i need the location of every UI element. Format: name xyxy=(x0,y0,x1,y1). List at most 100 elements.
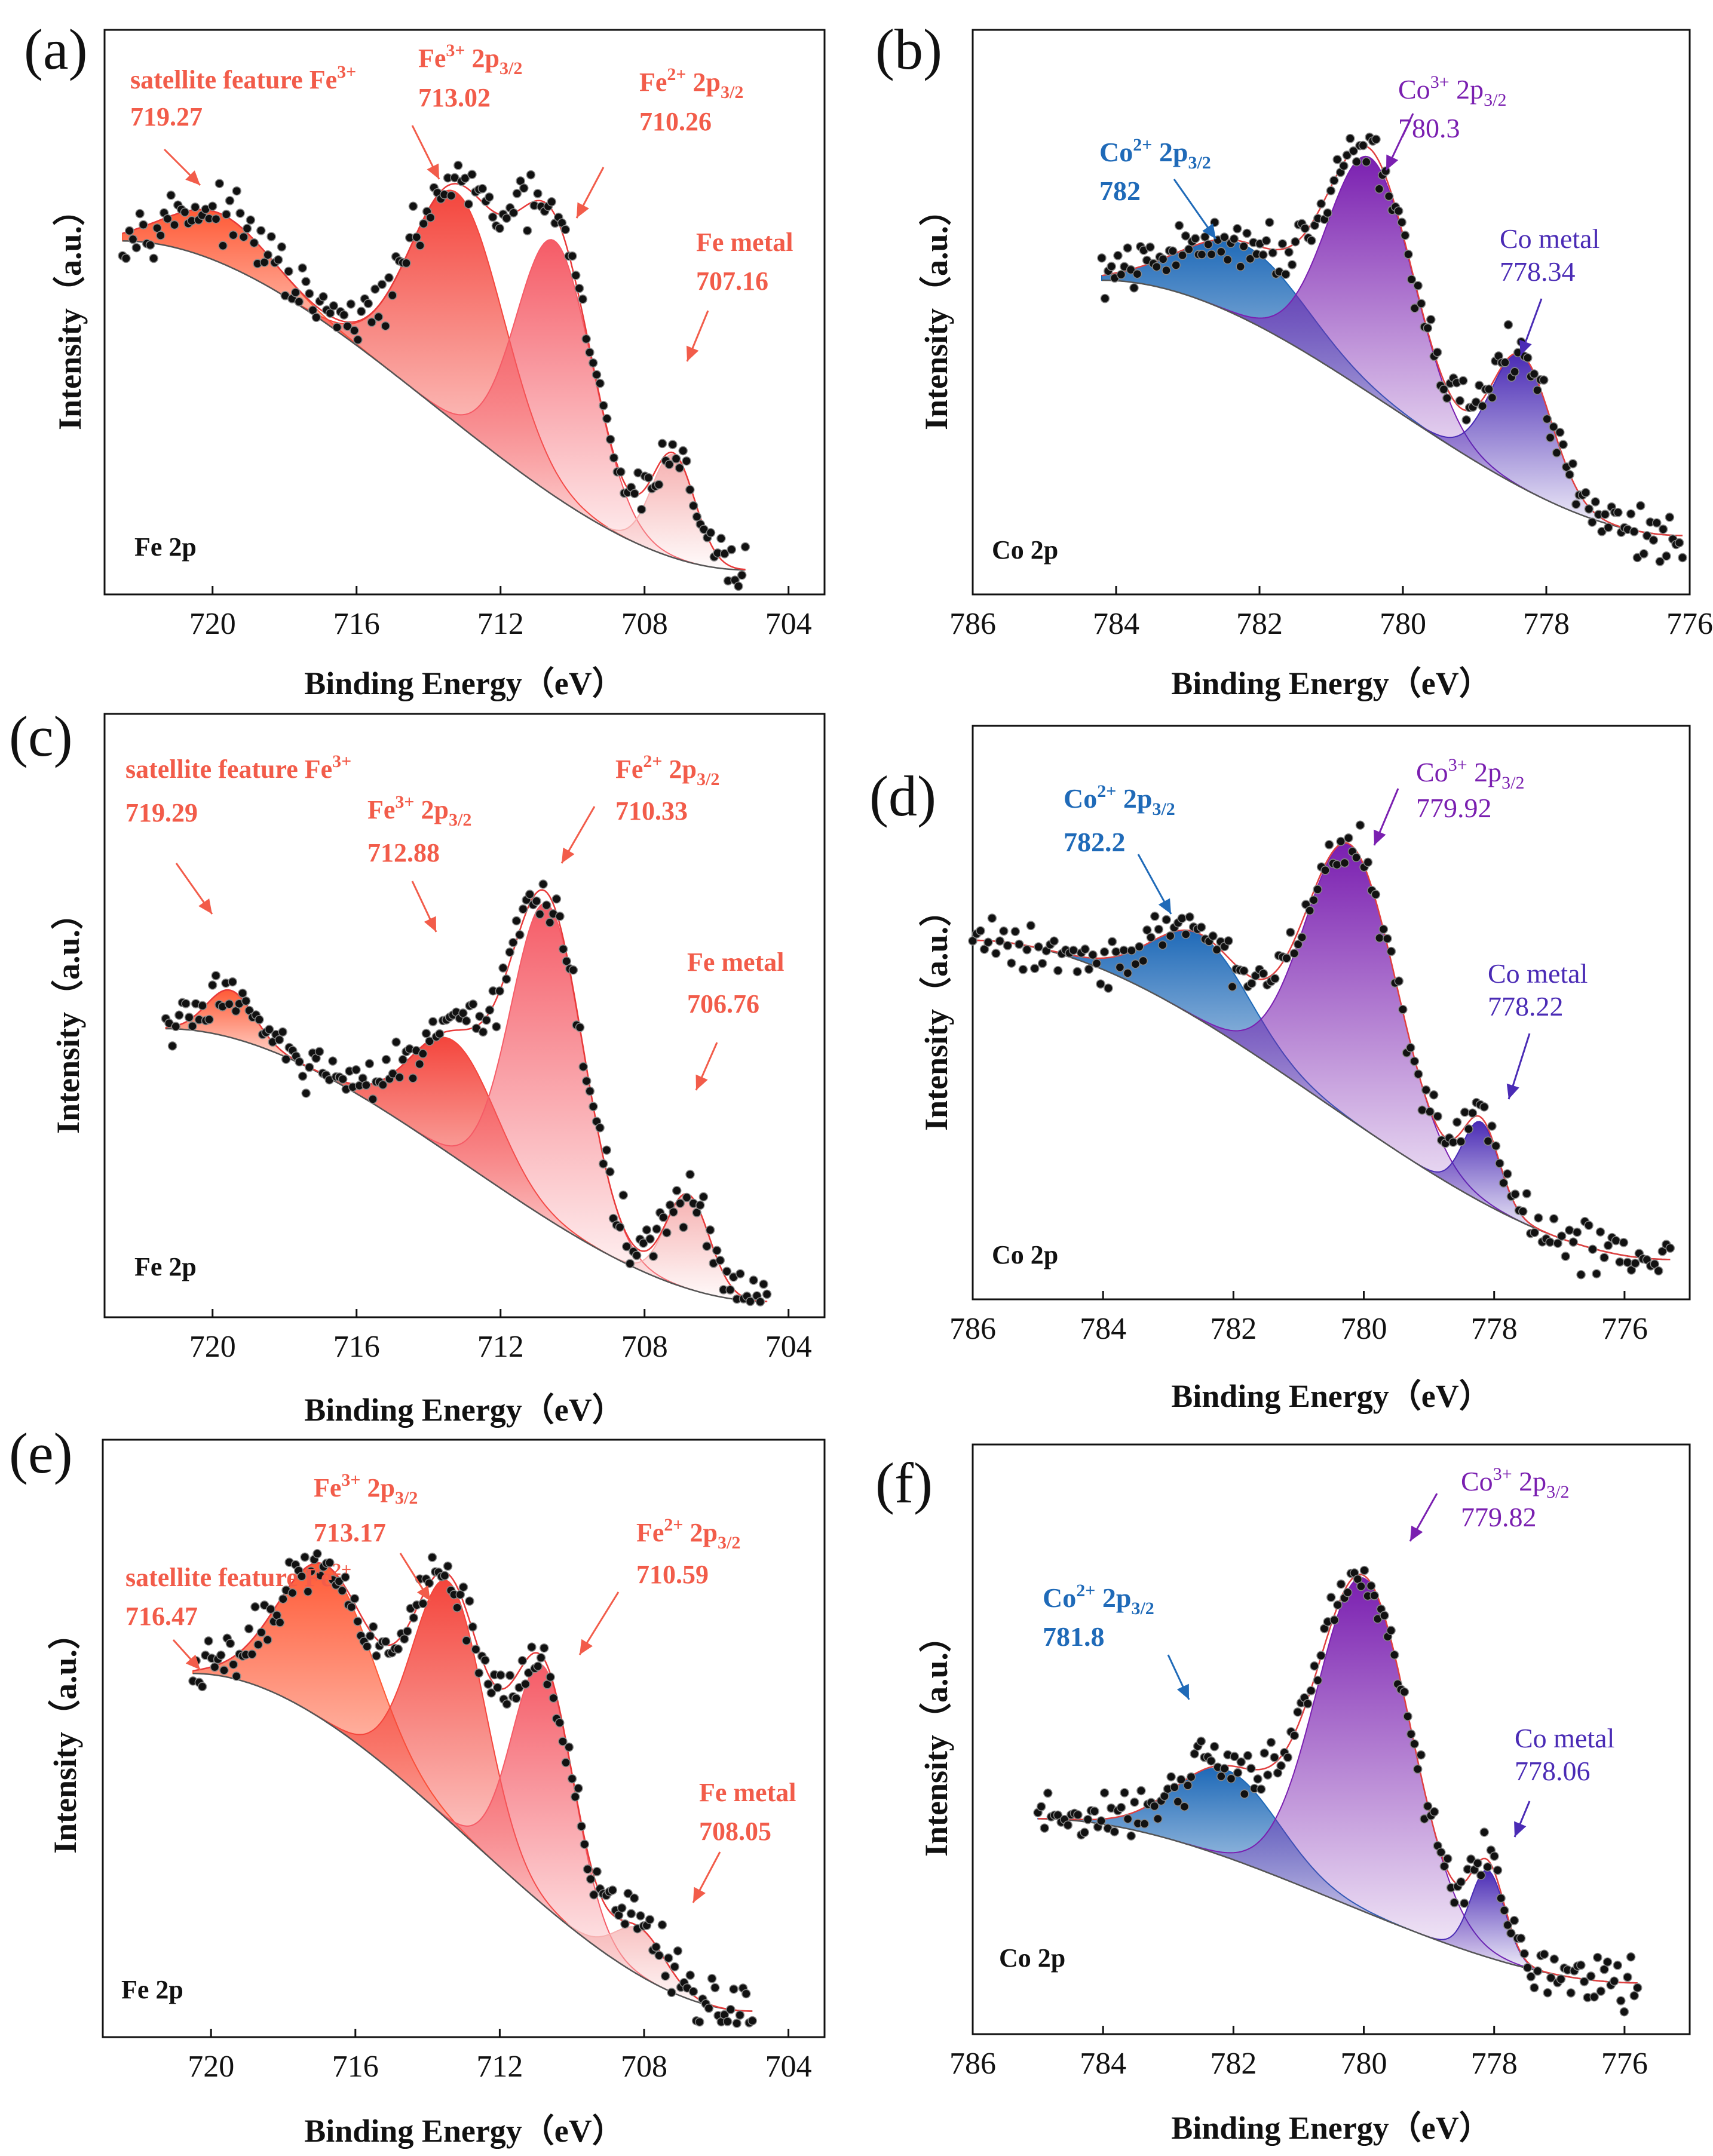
peak-value: 710.33 xyxy=(615,796,688,826)
data-point xyxy=(1219,232,1229,242)
data-point xyxy=(259,257,269,267)
data-point xyxy=(1222,255,1233,265)
core-level-label: Co 2p xyxy=(992,1240,1058,1269)
data-point xyxy=(1196,922,1206,932)
data-point xyxy=(1476,1870,1486,1880)
data-point xyxy=(485,192,494,202)
data-point xyxy=(626,1909,636,1919)
data-point xyxy=(1642,531,1652,541)
peak-value: 778.34 xyxy=(1500,256,1576,287)
data-point xyxy=(1432,347,1442,357)
data-point xyxy=(301,1088,311,1098)
data-point xyxy=(315,1571,325,1580)
data-point xyxy=(515,930,525,940)
data-point xyxy=(1323,208,1332,218)
data-point xyxy=(458,1008,468,1018)
peak-value: 779.92 xyxy=(1416,793,1492,823)
data-point xyxy=(1063,1820,1073,1830)
data-point xyxy=(745,1296,755,1307)
data-point xyxy=(184,1013,194,1022)
data-point xyxy=(729,1984,738,1994)
data-point xyxy=(218,241,228,251)
x-tick-label: 778 xyxy=(1471,2047,1518,2081)
data-point xyxy=(1253,1774,1262,1784)
peak-label: Co3+ 2p3/2 xyxy=(1461,1464,1569,1502)
data-point xyxy=(1216,247,1226,257)
x-axis-title: Binding Energy（eV） xyxy=(304,665,624,701)
plot-frame xyxy=(972,725,1691,1301)
data-point xyxy=(210,1662,220,1672)
data-point xyxy=(630,489,639,498)
data-point xyxy=(216,1650,226,1660)
data-point xyxy=(1581,487,1591,498)
data-point xyxy=(482,1015,491,1025)
peak-value: 710.59 xyxy=(636,1560,709,1589)
data-point xyxy=(427,1553,437,1562)
x-axis-title: Binding Energy（eV） xyxy=(304,1392,624,1428)
data-point xyxy=(725,1285,735,1295)
peak-annotation: Fe metal 706.76 xyxy=(687,947,784,1091)
data-point xyxy=(1623,1258,1632,1267)
peak-label: Co metal xyxy=(1500,223,1599,254)
peak-annotation: satellite feature Fe3+ 719.27 xyxy=(130,62,356,186)
data-point xyxy=(1212,945,1222,955)
data-point xyxy=(574,283,584,293)
peak-annotation: Fe2+ 2p3/2 710.59 xyxy=(578,1515,740,1655)
data-point xyxy=(167,1041,177,1051)
data-point xyxy=(968,936,977,946)
data-point xyxy=(1493,1865,1503,1875)
data-point xyxy=(174,1010,184,1020)
x-tick-label: 786 xyxy=(949,2047,996,2081)
data-point xyxy=(1409,1739,1419,1749)
data-point xyxy=(1316,1651,1326,1661)
data-point xyxy=(652,1224,661,1234)
data-point xyxy=(1185,912,1194,922)
data-point xyxy=(461,1016,471,1026)
data-point xyxy=(658,1213,669,1222)
data-point xyxy=(1190,234,1200,244)
data-point xyxy=(239,232,249,242)
data-point xyxy=(685,1970,695,1980)
data-point xyxy=(1230,1752,1239,1762)
arrow-head-icon xyxy=(562,847,575,863)
data-point xyxy=(519,183,529,193)
data-point xyxy=(736,1269,745,1278)
data-point xyxy=(508,937,518,947)
data-point xyxy=(249,238,259,248)
arrow-head-icon xyxy=(577,202,589,218)
data-point xyxy=(706,528,716,538)
x-tick-label: 712 xyxy=(476,2050,523,2084)
data-point xyxy=(722,1266,732,1276)
data-point xyxy=(578,1062,588,1072)
data-point xyxy=(705,1225,715,1235)
data-point xyxy=(1425,1107,1435,1117)
data-point xyxy=(461,1636,471,1646)
data-point xyxy=(1110,1827,1120,1836)
data-point xyxy=(443,1561,453,1571)
data-point xyxy=(987,913,997,923)
data-point xyxy=(1371,890,1381,900)
data-point xyxy=(688,501,698,511)
data-point xyxy=(1678,553,1687,563)
peak-value: 779.82 xyxy=(1461,1502,1537,1532)
data-point xyxy=(1313,1676,1323,1685)
data-point xyxy=(1326,186,1336,196)
data-point xyxy=(560,225,571,235)
x-tick-label: 720 xyxy=(189,607,236,641)
data-point xyxy=(740,542,750,552)
peak-1-area xyxy=(1101,239,1500,476)
data-point xyxy=(1479,1827,1489,1837)
data-point xyxy=(468,1622,477,1632)
data-point xyxy=(1506,1928,1516,1938)
data-point xyxy=(664,459,674,470)
data-point xyxy=(511,916,522,926)
data-point xyxy=(1599,1253,1609,1262)
data-point xyxy=(1384,191,1394,201)
data-point xyxy=(1510,1189,1520,1199)
data-point xyxy=(264,1025,274,1035)
data-points xyxy=(968,820,1675,1280)
data-point xyxy=(1333,1600,1343,1610)
